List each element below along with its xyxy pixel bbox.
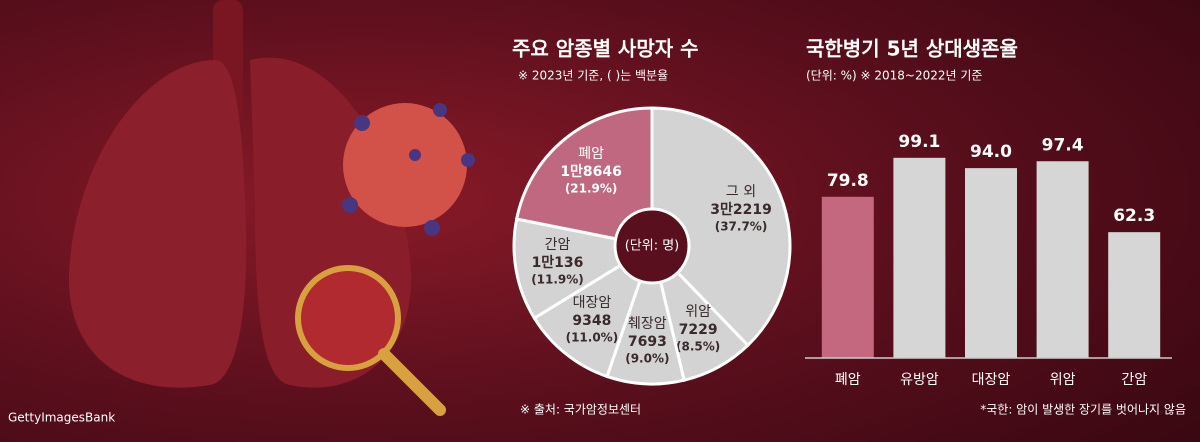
value-label: 62.3 xyxy=(1113,206,1155,226)
slice-label: 췌장암 xyxy=(628,316,667,332)
slice-label: 간암 xyxy=(545,237,571,253)
percent-label: (21.9%) xyxy=(565,181,618,195)
value-label: 1만8646 xyxy=(560,164,622,180)
percent-label: (9.0%) xyxy=(625,351,669,365)
source: ※ 출처: 국가암정보센터 xyxy=(520,403,641,417)
x-tick-label: 유방암 xyxy=(900,372,939,388)
value-label: 3만2219 xyxy=(710,202,772,218)
bar xyxy=(821,196,874,358)
value-label: 7229 xyxy=(679,322,718,338)
bar xyxy=(965,168,1017,358)
center-label: (단위: 명) xyxy=(625,239,680,254)
bar xyxy=(893,157,946,358)
chart-title: 국한병기 5년 상대생존율 xyxy=(806,37,1018,61)
value-label: 1만136 xyxy=(532,255,584,271)
slice-label: 그 외 xyxy=(726,184,756,200)
chart-subtitle: (단위: %) ※ 2018~2022년 기준 xyxy=(806,69,982,83)
slice-label: 폐암 xyxy=(578,146,604,162)
x-tick-label: 위암 xyxy=(1050,372,1076,388)
value-label: 94.0 xyxy=(970,142,1012,162)
donut-slice xyxy=(650,106,792,348)
x-tick-label: 폐암 xyxy=(835,372,861,388)
lung-illustration xyxy=(68,0,475,416)
donut-hole xyxy=(613,207,691,285)
bar xyxy=(1036,161,1089,358)
image-credit: GettyImagesBank xyxy=(8,411,115,425)
percent-label: (11.9%) xyxy=(531,272,584,286)
bar xyxy=(1108,232,1161,358)
slice-label: 대장암 xyxy=(573,295,612,311)
value-label: 79.8 xyxy=(827,171,869,191)
slice-label: 위암 xyxy=(685,304,711,320)
value-label: 99.1 xyxy=(898,132,940,152)
percent-label: (37.7%) xyxy=(715,220,768,234)
x-tick-label: 간암 xyxy=(1121,372,1147,388)
chart-subtitle: ※ 2023년 기준, ( )는 백분율 xyxy=(518,69,668,83)
x-tick-label: 대장암 xyxy=(972,372,1011,388)
percent-label: (11.0%) xyxy=(566,330,619,344)
percent-label: (8.5%) xyxy=(676,340,720,354)
footnote: *국한: 암이 발생한 장기를 벗어나지 않음 xyxy=(980,403,1186,417)
chart-title: 주요 암종별 사망자 수 xyxy=(512,37,699,61)
value-label: 97.4 xyxy=(1042,135,1084,155)
donut-slice xyxy=(514,106,654,248)
value-label: 9348 xyxy=(572,313,611,329)
value-label: 7693 xyxy=(628,334,667,350)
donut-slice xyxy=(532,242,655,379)
